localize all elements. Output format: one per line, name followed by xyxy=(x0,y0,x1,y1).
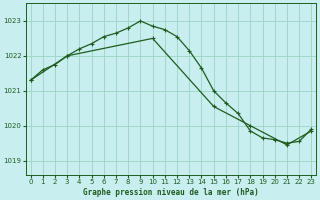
X-axis label: Graphe pression niveau de la mer (hPa): Graphe pression niveau de la mer (hPa) xyxy=(83,188,259,197)
